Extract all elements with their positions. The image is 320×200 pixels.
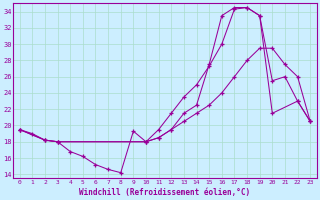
X-axis label: Windchill (Refroidissement éolien,°C): Windchill (Refroidissement éolien,°C) — [79, 188, 251, 197]
